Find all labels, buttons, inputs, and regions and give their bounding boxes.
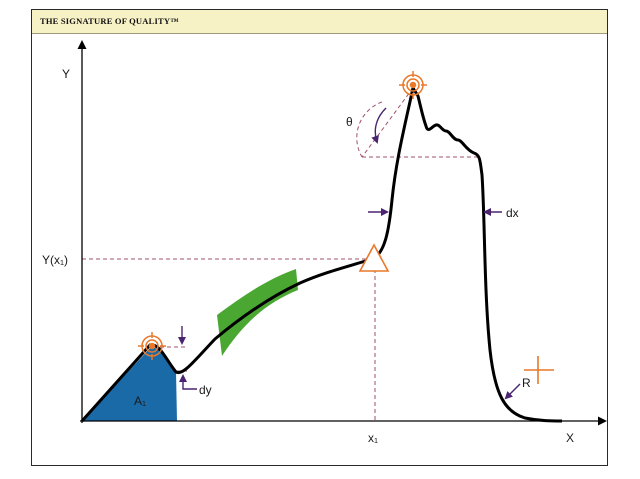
y-at-x1-label: Y(x₁) xyxy=(42,253,68,267)
dashed-guides xyxy=(82,87,478,421)
area-label: A₁ xyxy=(134,394,146,408)
header-title: THE SIGNATURE OF QUALITY™ xyxy=(40,16,179,26)
axes xyxy=(77,40,607,426)
dy-label: dy xyxy=(199,383,212,397)
crosshair-icon xyxy=(524,356,554,384)
signal-curve xyxy=(80,86,563,423)
dx-label: dx xyxy=(506,206,519,220)
header-bar: THE SIGNATURE OF QUALITY™ xyxy=(32,10,607,34)
area-a1 xyxy=(82,346,177,421)
radius-label: R xyxy=(522,376,531,390)
theta-label: θ xyxy=(346,115,353,129)
annotation-arrows xyxy=(178,107,521,400)
target-marker-icon xyxy=(399,71,427,99)
y-axis-label: Y xyxy=(62,67,70,81)
x-axis-label: X xyxy=(566,431,574,445)
triangle-marker-icon xyxy=(358,243,390,272)
green-band xyxy=(217,269,298,356)
target-marker-icon xyxy=(138,332,166,360)
x1-label: x₁ xyxy=(368,431,378,445)
